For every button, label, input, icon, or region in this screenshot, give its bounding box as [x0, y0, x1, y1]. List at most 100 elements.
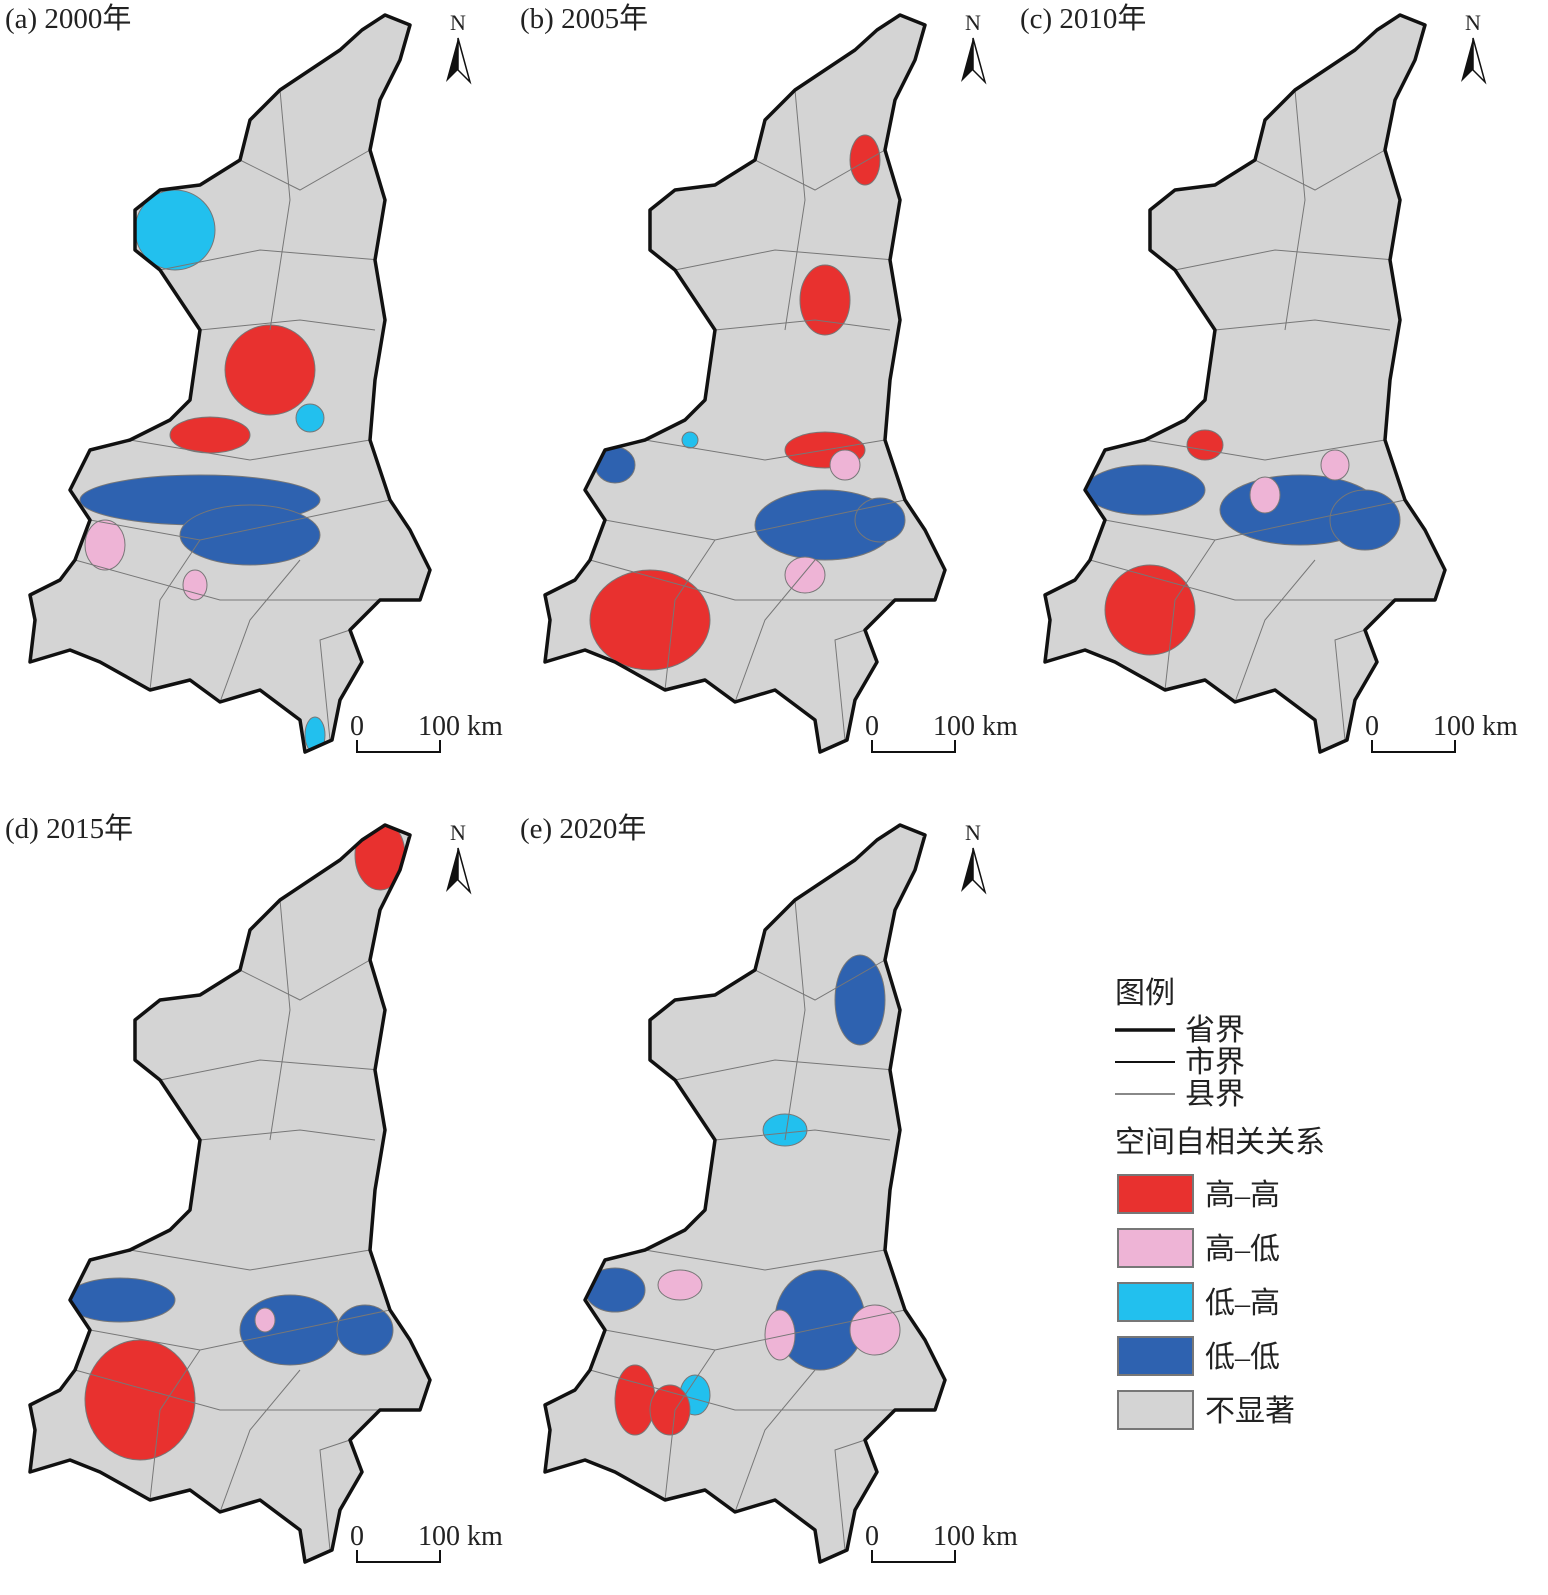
county-boundary: [319, 629, 351, 741]
cluster-region: [182, 569, 208, 601]
north-label: N: [965, 10, 981, 35]
county-boundary: [754, 149, 886, 191]
cluster-region: [254, 1307, 276, 1333]
scale-bar: [1371, 740, 1456, 753]
panel-title: (b) 2005年: [520, 2, 648, 35]
cluster-region: [1329, 489, 1401, 551]
cluster-region: [649, 1384, 691, 1436]
scale-end: 100 km: [418, 1521, 503, 1552]
scale-bar: [356, 740, 441, 753]
county-boundary: [714, 319, 891, 331]
county-boundary: [1144, 439, 1386, 461]
cluster-region: [849, 134, 881, 186]
cluster-region: [784, 556, 826, 594]
county-boundary: [674, 1059, 896, 1081]
panel-title: (e) 2020年: [520, 812, 646, 845]
north-arrow: [446, 848, 458, 892]
cluster-region: [224, 324, 316, 416]
cluster-region: [799, 264, 851, 336]
north-arrow: [1472, 37, 1487, 85]
scale-end: 100 km: [1433, 711, 1518, 742]
cluster-region: [1084, 464, 1206, 516]
county-boundary: [239, 959, 371, 1001]
clusters: [1084, 89, 1435, 741]
county-boundary: [269, 89, 291, 331]
county-boundary: [1089, 559, 1435, 601]
class-swatch: [1117, 1282, 1194, 1322]
county-boundary: [674, 249, 896, 271]
county-boundary: [589, 1369, 935, 1411]
county-boundary: [589, 559, 935, 601]
north-label: N: [965, 820, 981, 845]
county-boundary: [1284, 89, 1306, 331]
scale-start: 0: [1365, 711, 1379, 742]
north-arrow: [961, 38, 973, 82]
north-label: N: [450, 10, 466, 35]
cluster-region: [179, 504, 321, 566]
map-panel: (e) 2020年 N 0 100 km: [520, 812, 1018, 1564]
north-arrow: [1461, 38, 1473, 82]
clusters: [74, 89, 420, 752]
legend-title: 图例: [1115, 977, 1175, 1010]
county-boundary: [784, 89, 806, 331]
province-fill: [1045, 15, 1445, 752]
province-boundary: [28, 13, 432, 754]
county-boundary: [644, 439, 886, 461]
county-boundary: [219, 1369, 301, 1513]
cluster-region: [854, 497, 906, 543]
county-boundary: [834, 1439, 866, 1551]
cluster-region: [1320, 449, 1350, 481]
clusters: [589, 89, 935, 741]
county-boundary: [734, 559, 816, 703]
north-arrow: [457, 37, 472, 85]
class-swatch: [1117, 1390, 1194, 1430]
panel-title: (a) 2000年: [5, 2, 131, 35]
north-arrow: [961, 848, 973, 892]
boundary-label: 省界: [1185, 1014, 1245, 1047]
cluster-region: [594, 446, 636, 484]
north-arrow: [972, 37, 987, 85]
county-boundary: [734, 1369, 816, 1513]
scale-start: 0: [350, 1521, 364, 1552]
north-arrow: [446, 38, 458, 82]
cluster-region: [239, 1294, 341, 1366]
scale-bar: [871, 740, 956, 753]
county-boundary: [239, 149, 371, 191]
county-boundary: [1174, 249, 1396, 271]
cluster-region: [829, 449, 861, 481]
province-boundary: [28, 823, 432, 1564]
county-boundary: [159, 249, 381, 271]
class-swatch: [1117, 1336, 1194, 1376]
county-boundary: [644, 1249, 886, 1271]
county-boundary: [149, 1349, 201, 1501]
scale-start: 0: [865, 711, 879, 742]
cluster-region: [84, 519, 126, 571]
county-boundary: [129, 1249, 371, 1271]
cluster-region: [614, 1364, 656, 1436]
scale-end: 100 km: [418, 711, 503, 742]
scale-start: 0: [865, 1521, 879, 1552]
cluster-region: [657, 1269, 703, 1301]
province-fill: [30, 825, 430, 1562]
map-panel: (a) 2000年 N 0 100 km: [5, 2, 503, 754]
province-fill: [545, 15, 945, 752]
boundary-label: 县界: [1185, 1078, 1245, 1111]
class-label: 高–低: [1205, 1233, 1280, 1266]
county-boundary: [834, 629, 866, 741]
cluster-region: [762, 1113, 808, 1147]
county-boundary: [269, 899, 291, 1141]
map-panel: (c) 2010年 N 0 100 km: [1020, 2, 1518, 754]
province-fill: [545, 825, 945, 1562]
class-label: 高–高: [1205, 1179, 1280, 1212]
clusters: [584, 899, 935, 1551]
cluster-region: [834, 954, 886, 1046]
scale-end: 100 km: [933, 711, 1018, 742]
north-label: N: [450, 820, 466, 845]
north-arrow: [972, 847, 987, 895]
county-boundary: [74, 1369, 420, 1411]
boundary-label: 市界: [1185, 1046, 1245, 1079]
panel-title: (c) 2010年: [1020, 2, 1146, 35]
class-swatch: [1117, 1174, 1194, 1214]
cluster-region: [336, 1304, 394, 1356]
